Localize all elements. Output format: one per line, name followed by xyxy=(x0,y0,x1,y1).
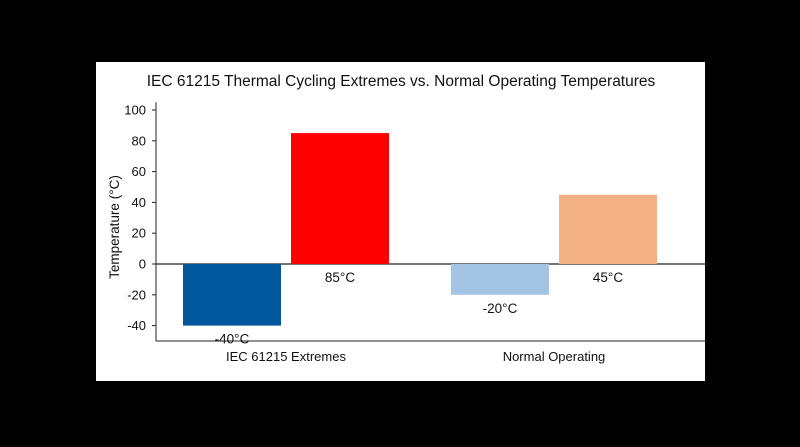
bar xyxy=(291,133,389,264)
y-tick-label: 80 xyxy=(132,133,146,148)
data-label: 45°C xyxy=(593,270,623,285)
y-tick-label: 40 xyxy=(132,195,146,210)
chart-panel: IEC 61215 Thermal Cycling Extremes vs. N… xyxy=(96,62,705,381)
y-tick-label: 20 xyxy=(132,226,146,241)
x-category-label: IEC 61215 Extremes xyxy=(226,349,346,364)
x-category-label: Normal Operating xyxy=(503,349,606,364)
chart-svg: IEC 61215 Thermal Cycling Extremes vs. N… xyxy=(107,73,705,364)
y-tick-label: 100 xyxy=(124,103,146,118)
y-tick-label: -40 xyxy=(127,318,146,333)
bar xyxy=(559,194,657,264)
bar xyxy=(183,264,281,326)
chart-title: IEC 61215 Thermal Cycling Extremes vs. N… xyxy=(147,73,656,90)
data-label: -20°C xyxy=(483,301,518,316)
y-tick-label: 0 xyxy=(139,257,146,272)
data-label: 85°C xyxy=(325,270,355,285)
data-labels: -40°C -20°C 85°C 45°C xyxy=(215,270,624,347)
bar xyxy=(451,264,549,295)
y-tick-label: -20 xyxy=(127,287,146,302)
y-axis-label: Temperature (°C) xyxy=(107,175,122,279)
bars xyxy=(183,133,657,326)
y-tick-label: 60 xyxy=(132,164,146,179)
data-label: -40°C xyxy=(215,332,250,347)
